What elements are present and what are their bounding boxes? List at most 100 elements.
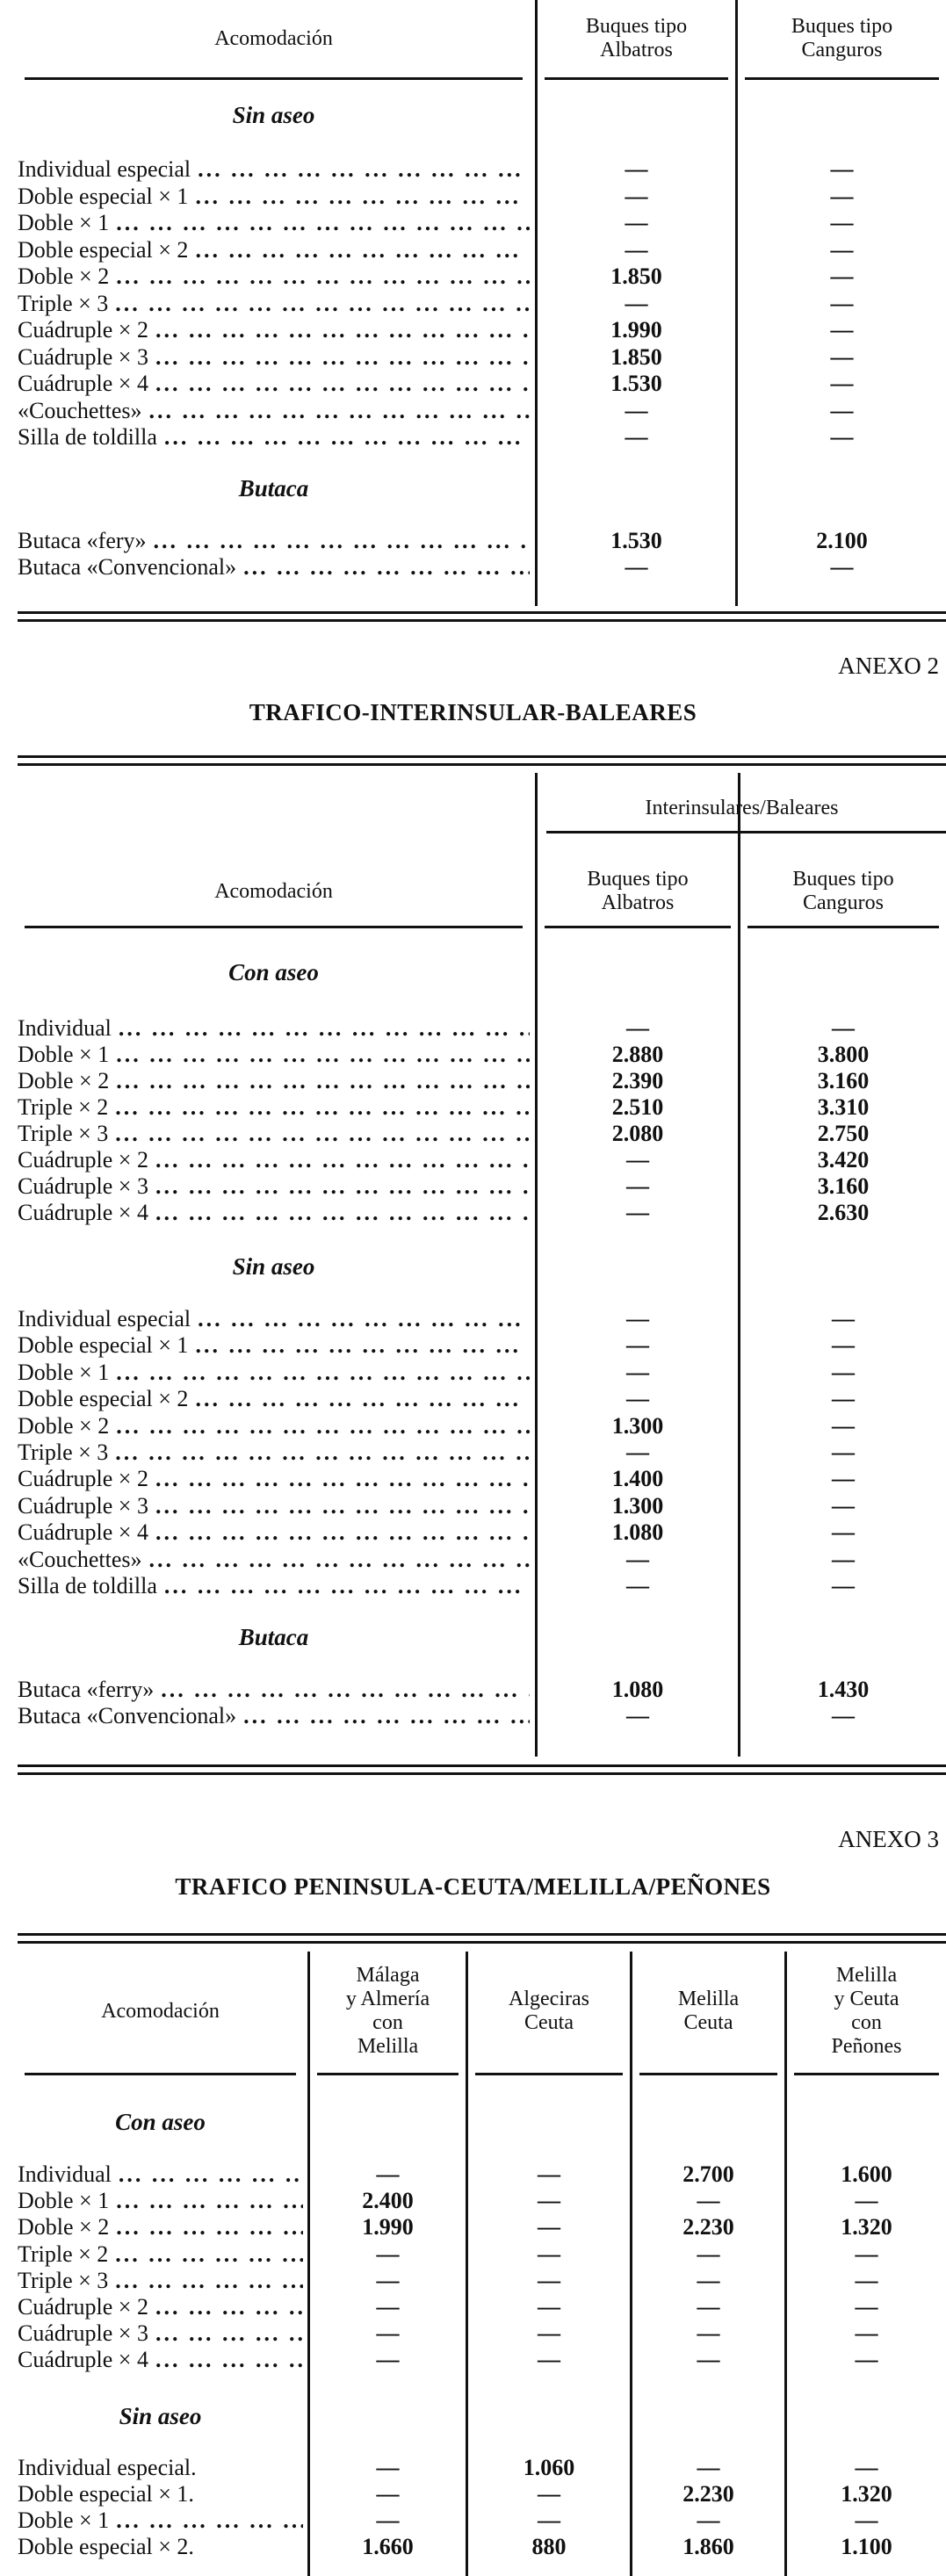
dot-leader: ... ... ... ... ... ... ... ... ... ... … xyxy=(116,1042,530,1067)
row-label-text: Doble × 2 xyxy=(18,1412,110,1439)
dot-leader: ... ... ... ... ... ... ... ... ... ... … xyxy=(153,528,530,553)
cell-value: 3.800 xyxy=(817,1042,870,1067)
dot-leader: ... ... ... ... ... ... ... ... ... ... … xyxy=(243,554,530,580)
cell-value: 2.400 xyxy=(362,2188,414,2214)
cell-value: 2.700 xyxy=(682,2161,734,2187)
row-label-text: Cuádruple × 2 xyxy=(18,2294,148,2320)
row-label: Doble × 2... ... ... ... ... ... ... ...… xyxy=(18,1413,530,1440)
column-divider xyxy=(535,0,538,606)
row-label: Doble × 2... ... ... ... ... ... ... ...… xyxy=(18,2214,303,2240)
cell-value: 1.860 xyxy=(682,2534,734,2559)
row-label: Doble × 1... ... ... ... ... ... ... ...… xyxy=(18,210,530,236)
cell-value: — xyxy=(832,1546,855,1572)
row-label-text: «Couchettes» xyxy=(18,1546,142,1572)
group-header: Interinsulares/Baleares xyxy=(645,797,839,819)
cell-value: — xyxy=(626,1173,649,1199)
cell-value: — xyxy=(855,2507,878,2533)
cell-value: — xyxy=(376,2320,400,2347)
column-divider xyxy=(307,1952,310,2576)
cell-value: — xyxy=(625,210,648,235)
row-label: Doble especial × 2... ... ... ... ... ..… xyxy=(18,1386,530,1412)
row-label: Butaca «fery»... ... ... ... ... ... ...… xyxy=(18,528,530,554)
row-label-text: Cuádruple × 2 xyxy=(18,1466,148,1492)
row-label: Silla de toldilla... ... ... ... ... ...… xyxy=(18,1573,530,1599)
cell-value: — xyxy=(376,2161,400,2187)
row-label-text: Individual xyxy=(18,2161,112,2187)
row-label: «Couchettes»... ... ... ... ... ... ... … xyxy=(18,398,530,424)
cell-value: 880 xyxy=(531,2534,567,2559)
cell-value: — xyxy=(832,1306,855,1331)
dot-leader: ... ... ... ... ... ... ... ... ... ... … xyxy=(116,1359,530,1385)
row-label-text: Cuádruple × 4 xyxy=(18,1200,148,1225)
dot-leader: ... ... ... ... ... ... ... ... ... ... … xyxy=(116,2214,303,2240)
cell-value: — xyxy=(855,2267,878,2293)
row-label-text: Cuádruple × 2 xyxy=(18,317,148,343)
row-label: Cuádruple × 4 ... ... ... ... ... ... ...… xyxy=(18,2347,303,2373)
dot-leader: ... ... ... ... ... ... ... ... ... ... … xyxy=(198,1306,530,1331)
cell-value: 1.300 xyxy=(611,1492,664,1519)
dot-leader: ... ... ... ... ... ... ... ... ... ... … xyxy=(115,2240,303,2267)
section-title: Sin aseo xyxy=(119,2403,202,2429)
cell-value: 3.160 xyxy=(817,1173,870,1199)
cell-value: — xyxy=(625,290,648,316)
dot-leader: ... ... ... ... ... ... ... ... ... ... … xyxy=(116,263,530,289)
cell-value: — xyxy=(830,263,854,289)
dot-leader: ... ... ... ... ... ... ... ... ... ... … xyxy=(115,290,530,316)
section-title: Con aseo xyxy=(115,2109,206,2135)
cell-value: — xyxy=(832,1573,855,1598)
table-title: TRAFICO PENINSULA-CEUTA/MELILLA/PEÑONES xyxy=(175,1873,771,1900)
cell-value: — xyxy=(625,156,648,182)
cell-value: — xyxy=(625,424,648,450)
dot-leader: ... ... ... ... ... ... ... ... ... ... … xyxy=(116,210,530,235)
row-label: Individual... ... ... ... ... ... ... ..… xyxy=(18,1015,530,1042)
cell-value: — xyxy=(830,371,854,396)
dot-leader: ... ... ... ... ... ... ... ... ... ... … xyxy=(155,1519,530,1546)
row-label: Silla de toldilla... ... ... ... ... ...… xyxy=(18,424,530,451)
dot-leader: ... ... ... ... ... ... ... ... ... ... … xyxy=(195,236,530,263)
row-label: Triple × 3... ... ... ... ... ... ... ..… xyxy=(18,291,530,317)
row-label-text: Doble especial × 2 xyxy=(18,1386,189,1412)
cell-value: 2.080 xyxy=(611,1121,664,1146)
dot-leader: ... ... ... ... ... ... ... ... ... ... … xyxy=(155,343,530,370)
dot-leader: ... ... ... ... ... ... ... ... ... ... … xyxy=(155,1492,530,1519)
dot-leader: ... ... ... ... ... ... ... ... ... ... … xyxy=(148,1546,530,1572)
row-label-text: Triple × 3 xyxy=(18,2267,109,2293)
cell-value: — xyxy=(376,2507,400,2533)
cell-value: — xyxy=(697,2294,720,2320)
dot-leader: ... ... ... ... ... ... ... ... ... ... … xyxy=(155,1466,530,1492)
row-label-text: Doble × 2 xyxy=(18,263,110,289)
column-divider xyxy=(535,773,538,1757)
dot-leader: ... ... ... ... ... ... ... ... ... ... … xyxy=(118,2161,303,2187)
cell-value: — xyxy=(830,424,854,450)
row-label-text: Triple × 2 xyxy=(18,1094,109,1120)
column-divider xyxy=(630,1952,632,2576)
cell-value: — xyxy=(855,2294,878,2320)
cell-value: — xyxy=(832,1703,855,1728)
dot-leader: ... ... ... ... ... ... ... ... ... ... … xyxy=(115,1440,530,1465)
cell-value: 3.160 xyxy=(817,1068,870,1093)
dot-leader: ... ... ... ... ... ... ... ... ... ... … xyxy=(243,1703,530,1728)
cell-value: 1.530 xyxy=(610,371,662,396)
row-label-text: Triple × 3 xyxy=(18,290,109,316)
cell-value: — xyxy=(830,554,854,580)
cell-value: — xyxy=(830,183,854,209)
row-label-text: «Couchettes» xyxy=(18,397,142,423)
cell-value: 2.100 xyxy=(816,528,868,553)
row-label-text: Doble especial × 1 xyxy=(18,1332,189,1359)
cell-value: — xyxy=(626,1015,649,1041)
section-title: Butaca xyxy=(238,1624,309,1650)
row-label-text: Individual especial xyxy=(18,156,191,182)
cell-value: — xyxy=(538,2347,560,2373)
dot-leader: ... ... ... ... ... ... ... ... ... ... … xyxy=(115,1121,530,1146)
row-label-text: Silla de toldilla xyxy=(18,1573,157,1598)
dot-leader: ... ... ... ... ... ... ... ... ... ... … xyxy=(198,156,530,182)
row-label: Doble especial × 1... ... ... ... ... ..… xyxy=(18,184,530,210)
row-label-text: Doble × 1 xyxy=(18,1042,110,1067)
cell-value: — xyxy=(626,1440,649,1465)
annex-label: ANEXO 2 xyxy=(838,653,939,679)
double-rule-top xyxy=(18,1933,946,1936)
row-label: Doble × 2... ... ... ... ... ... ... ...… xyxy=(18,1068,530,1094)
dot-leader: ... ... ... ... ... ... ... ... ... ... … xyxy=(161,1677,530,1702)
row-label-text: Doble especial × 1. xyxy=(18,2481,194,2507)
cell-value: 1.080 xyxy=(611,1519,664,1546)
